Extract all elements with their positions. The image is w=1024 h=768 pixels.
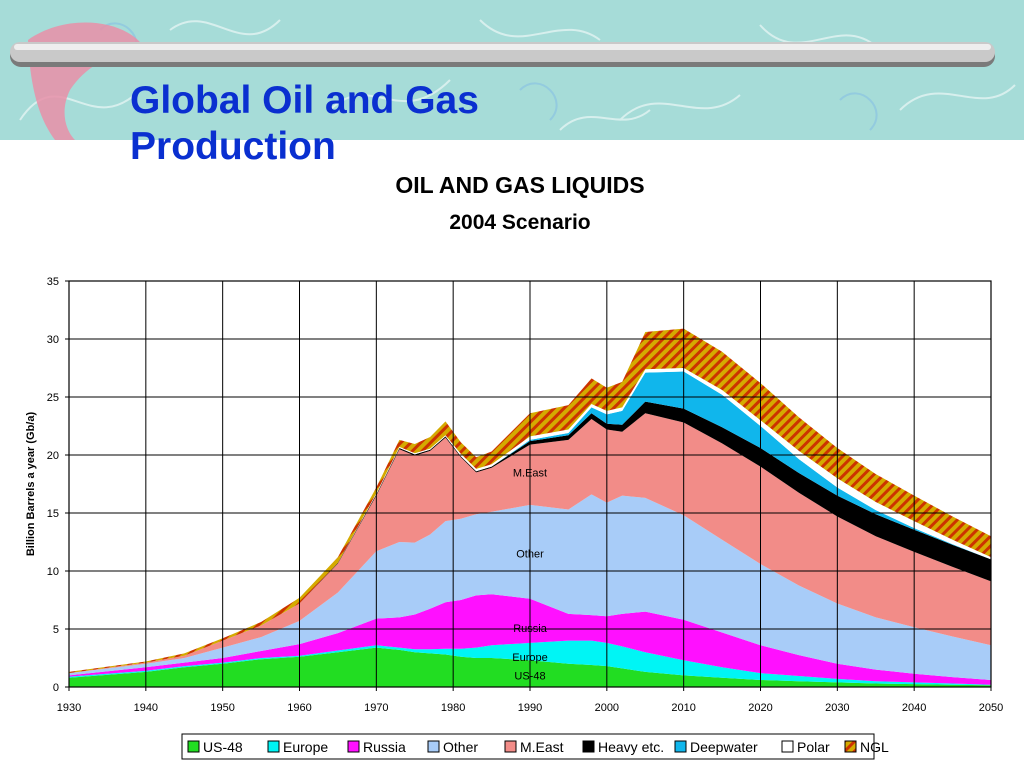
slide-title: Global Oil and Gas Production: [130, 79, 479, 168]
legend-box: [181, 733, 875, 760]
legend-label: Other: [443, 739, 478, 755]
x-tick-label: 1980: [441, 702, 465, 714]
x-tick-label: 1930: [57, 702, 81, 714]
x-tick-label: 2010: [671, 702, 695, 714]
y-axis-label: Billion Barrels a year (Gb/a): [25, 412, 37, 557]
chart-title: OIL AND GAS LIQUIDS: [395, 172, 644, 198]
legend-swatch: [844, 740, 857, 753]
legend-label: Russia: [363, 739, 406, 755]
legend-swatch: [187, 740, 200, 753]
y-tick-label: 0: [53, 682, 59, 694]
legend-swatch: [582, 740, 595, 753]
legend-label: M.East: [520, 739, 564, 755]
x-tick-label: 2030: [825, 702, 849, 714]
x-tick-label: 2050: [979, 702, 1003, 714]
legend-swatch: [347, 740, 360, 753]
legend-label: US-48: [203, 739, 243, 755]
y-tick-label: 15: [47, 508, 59, 520]
gridlines: [68, 280, 992, 688]
banner-swirl-decoration: [10, 19, 1016, 140]
legend-swatch: [781, 740, 794, 753]
x-tick-label: 1970: [364, 702, 388, 714]
x-tick-label: 1950: [210, 702, 234, 714]
area-label: Russia: [513, 623, 548, 635]
area-labels: M.East Other Russia Europe US-48: [512, 467, 547, 682]
area-label: Europe: [512, 652, 547, 664]
y-tick-label: 10: [47, 566, 59, 578]
area-label: US-48: [514, 670, 545, 682]
area-label: M.East: [513, 467, 547, 479]
legend-swatch: [267, 740, 280, 753]
chart-subtitle: 2004 Scenario: [449, 211, 590, 234]
x-tick-label: 1940: [134, 702, 158, 714]
legend-label: NGL: [860, 739, 889, 755]
x-tick-label: 1960: [287, 702, 311, 714]
y-tick-label: 35: [47, 276, 59, 288]
legend-label: Polar: [797, 739, 830, 755]
x-tick-label: 1990: [518, 702, 542, 714]
y-tick-label: 5: [53, 624, 59, 636]
legend-swatch: [427, 740, 440, 753]
y-tick-label: 20: [47, 450, 59, 462]
decorative-banner: [0, 0, 1024, 140]
y-tick-label: 25: [47, 392, 59, 404]
y-tick-label: 30: [47, 334, 59, 346]
x-tick-label: 2000: [595, 702, 619, 714]
area-label: Other: [516, 549, 544, 561]
x-tick-label: 2020: [748, 702, 772, 714]
legend-label: Heavy etc.: [598, 739, 664, 755]
legend: US-48 Europe Russia Other M.East Heavy etc. De…: [181, 733, 889, 760]
legend-swatch: [504, 740, 517, 753]
x-tick-label: 2040: [902, 702, 926, 714]
y-axis-ticks: 0 5 10 15 20 25 30 35: [47, 276, 69, 694]
legend-swatch: [674, 740, 687, 753]
legend-label: Deepwater: [690, 739, 758, 755]
x-axis-ticks: 1930 1940 1950 1960 1970 1980 1990 2000 2010 2020…: [57, 687, 1003, 714]
legend-label: Europe: [283, 739, 328, 755]
